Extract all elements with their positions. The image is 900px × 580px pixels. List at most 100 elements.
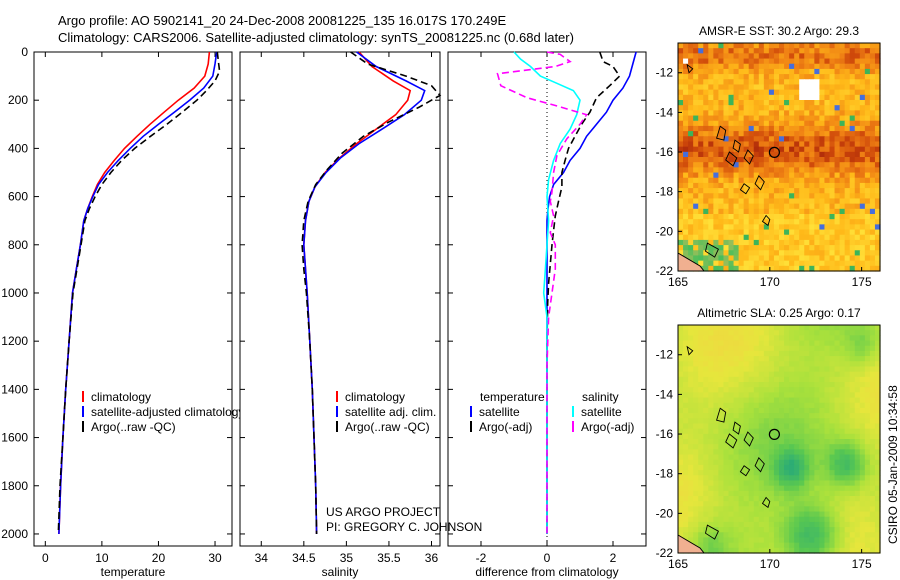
heatmap-cell	[708, 340, 714, 347]
heatmap-cell	[839, 402, 846, 409]
heatmap-cell	[844, 407, 851, 414]
heatmap-cell	[829, 547, 836, 554]
heatmap-cell	[773, 162, 780, 168]
island-outline	[725, 151, 738, 167]
heatmap-cell	[698, 239, 704, 246]
heatmap-cell	[784, 63, 790, 70]
heatmap-cell	[809, 234, 815, 241]
heatmap-cell	[678, 136, 684, 143]
heatmap-cell	[779, 229, 785, 236]
heatmap-cell	[799, 219, 805, 225]
heatmap-cell	[784, 521, 790, 528]
heatmap-cell	[809, 433, 815, 440]
heatmap-cell	[763, 449, 770, 456]
heatmap-cell	[748, 454, 755, 461]
heatmap-cell	[869, 260, 876, 267]
heatmap-cell	[809, 131, 815, 137]
heatmap-cell	[743, 74, 750, 80]
heatmap-cell	[829, 392, 836, 399]
heatmap-cell	[844, 428, 851, 435]
heatmap-cell	[723, 105, 730, 111]
heatmap-cell	[864, 433, 871, 440]
heatmap-cell	[844, 470, 851, 476]
heatmap-cell	[839, 449, 846, 456]
heatmap-cell	[844, 224, 851, 231]
heatmap-cell	[768, 120, 775, 127]
heatmap-cell	[864, 203, 871, 210]
heatmap-cell	[869, 141, 876, 148]
heatmap-cell	[678, 172, 684, 179]
heatmap-cell	[693, 330, 699, 336]
heatmap-cell	[763, 345, 770, 352]
heatmap-cell	[763, 120, 770, 127]
heatmap-cell	[804, 392, 810, 399]
heatmap-cell	[768, 182, 775, 189]
heatmap-cell	[839, 172, 846, 179]
heatmap-cell	[834, 371, 841, 378]
series-line-satellite-adjusted-climatology	[58, 51, 218, 535]
heatmap-cell	[768, 234, 775, 241]
heatmap-cell	[768, 350, 775, 357]
heatmap-cell	[864, 392, 871, 399]
heatmap-cell	[703, 532, 709, 539]
heatmap-cell	[869, 547, 876, 554]
heatmap-cell	[738, 151, 745, 158]
heatmap-cell	[678, 203, 684, 210]
heatmap-cell	[824, 428, 831, 435]
heatmap-cell	[713, 537, 719, 544]
heatmap-cell	[869, 162, 876, 168]
heatmap-cell	[728, 449, 735, 456]
heatmap-cell	[869, 68, 876, 75]
heatmap-cell	[773, 527, 780, 533]
heatmap-cell	[683, 68, 689, 75]
heatmap-cell	[799, 464, 805, 471]
heatmap-cell	[738, 141, 745, 148]
heatmap-cell	[839, 480, 846, 487]
heatmap-cell	[869, 542, 876, 549]
y-tick-label: 400	[8, 141, 28, 155]
heatmap-cell	[693, 428, 699, 435]
heatmap-cell	[698, 371, 704, 378]
heatmap-cell	[799, 407, 805, 414]
heatmap-cell	[748, 547, 755, 554]
heatmap-cell	[698, 157, 704, 163]
heatmap-cell	[779, 418, 785, 425]
x-tick-label: 35.5	[377, 551, 401, 565]
heatmap-cell	[753, 397, 760, 404]
heatmap-cell	[713, 58, 719, 65]
heatmap-cell	[839, 475, 846, 482]
heatmap-cell	[678, 89, 684, 96]
heatmap-cell	[753, 532, 760, 539]
heatmap-cell	[718, 516, 725, 523]
heatmap-cell	[849, 110, 856, 117]
heatmap-cell	[824, 454, 831, 461]
heatmap-cell	[839, 454, 846, 461]
heatmap-cell	[789, 151, 795, 158]
heatmap-cell	[814, 193, 820, 200]
heatmap-cell	[829, 219, 836, 225]
heatmap-cell	[708, 151, 714, 158]
heatmap-cell	[738, 74, 745, 80]
plot-frame	[33, 51, 233, 547]
heatmap-cell	[688, 496, 694, 502]
heatmap-cell	[809, 345, 815, 352]
heatmap-cell	[758, 79, 765, 86]
heatmap-cell	[723, 63, 730, 70]
heatmap-cell	[758, 418, 765, 425]
heatmap-cell	[874, 224, 881, 231]
heatmap-cell	[814, 177, 820, 184]
heatmap-cell	[758, 260, 765, 267]
heatmap-cell	[779, 423, 785, 430]
heatmap-cell	[854, 475, 861, 482]
heatmap-cell	[768, 89, 775, 96]
heatmap-cell	[809, 188, 815, 194]
heatmap-cell	[703, 485, 709, 492]
heatmap-cell	[864, 439, 871, 445]
heatmap-cell	[824, 521, 831, 528]
heatmap-cell	[809, 245, 815, 251]
heatmap-cell	[859, 376, 866, 383]
heatmap-cell	[799, 475, 805, 482]
heatmap-cell	[864, 361, 871, 368]
heatmap-cell	[693, 501, 699, 507]
heatmap-cell	[738, 229, 745, 236]
